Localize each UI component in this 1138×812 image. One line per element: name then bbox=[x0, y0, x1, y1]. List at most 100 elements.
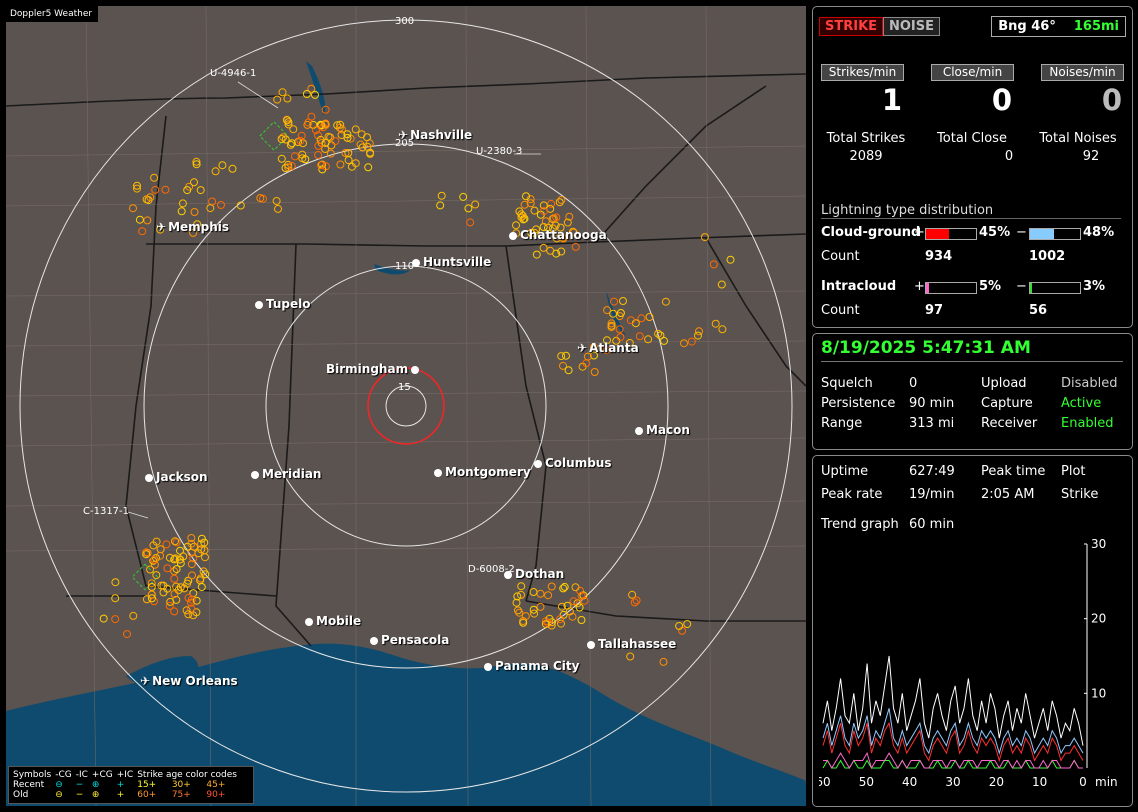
legend-col: +CG bbox=[91, 770, 113, 780]
city-jackson[interactable]: Jackson bbox=[145, 470, 208, 484]
city-dothan[interactable]: Dothan bbox=[504, 567, 564, 581]
strike-mark bbox=[142, 595, 151, 604]
strike-mark bbox=[645, 313, 654, 321]
ic-pos-sign: + bbox=[914, 279, 925, 294]
strike-mark bbox=[560, 582, 569, 591]
strike-mark bbox=[357, 130, 366, 139]
trend-panel: Uptime 627:49 Peak time Plot Peak rate 1… bbox=[812, 455, 1133, 807]
strike-mark bbox=[590, 351, 598, 360]
city-new-orleans[interactable]: ✈ New Orleans bbox=[140, 674, 238, 688]
city-panama-city[interactable]: Panama City bbox=[484, 659, 579, 673]
strike-mark bbox=[335, 123, 344, 132]
strike-mark bbox=[147, 579, 156, 588]
peak-time-label: Peak time bbox=[981, 464, 1046, 479]
datetime-readout: 8/19/2025 5:47:31 AM bbox=[821, 338, 1031, 358]
noise-mode-button[interactable]: NOISE bbox=[883, 17, 941, 36]
x-tick-label: 10 bbox=[1032, 775, 1047, 789]
strike-mark bbox=[551, 221, 560, 230]
strike-mark bbox=[675, 622, 684, 630]
strike-mark bbox=[616, 309, 625, 317]
city-mobile[interactable]: Mobile bbox=[305, 614, 361, 628]
map-canvas[interactable] bbox=[6, 6, 806, 806]
cg-neg-pct: 48% bbox=[1083, 225, 1115, 240]
strike-mark bbox=[520, 200, 529, 209]
city-huntsville[interactable]: Huntsville bbox=[412, 255, 491, 269]
strike-mark bbox=[515, 608, 524, 617]
range-rings bbox=[19, 19, 793, 793]
city-meridian[interactable]: Meridian bbox=[251, 467, 321, 481]
strike-mark bbox=[559, 584, 568, 593]
strike-mark bbox=[466, 218, 475, 227]
strike-mark bbox=[161, 185, 170, 194]
strike-mark bbox=[317, 161, 325, 170]
cg-count-label: Count bbox=[821, 249, 860, 264]
strike-mark bbox=[568, 227, 577, 236]
strike-mark bbox=[557, 196, 566, 204]
strike-mark bbox=[544, 591, 553, 600]
strike-mark bbox=[626, 316, 635, 325]
strike-mark bbox=[343, 130, 352, 139]
city-atlanta[interactable]: ✈ Atlanta bbox=[577, 341, 639, 355]
city-columbus[interactable]: Columbus bbox=[534, 456, 612, 470]
strike-mark bbox=[546, 246, 555, 255]
strike-mark bbox=[565, 607, 574, 616]
strike-mark bbox=[277, 154, 286, 163]
cg-pos-fill bbox=[926, 229, 949, 239]
strike-mark bbox=[366, 149, 375, 158]
plot-value[interactable]: Strike bbox=[1061, 487, 1099, 502]
city-dot-icon bbox=[504, 570, 512, 579]
strike-mark bbox=[190, 208, 199, 216]
cloud-ground-label: Cloud-ground bbox=[821, 225, 921, 240]
city-tallahassee[interactable]: Tallahassee bbox=[587, 637, 676, 651]
strike-mark bbox=[527, 228, 536, 237]
strike-mark bbox=[312, 126, 320, 135]
strike-mark bbox=[170, 590, 179, 598]
strike-mode-button[interactable]: STRIKE bbox=[819, 17, 884, 36]
city-tupelo[interactable]: Tupelo bbox=[255, 297, 311, 311]
legend-col: -IC bbox=[75, 770, 88, 780]
strike-mark bbox=[541, 620, 550, 629]
ring-label-110: 110 bbox=[395, 261, 415, 272]
city-birmingham[interactable]: Birmingham bbox=[326, 362, 422, 376]
trend-graph-label: Trend graph bbox=[821, 517, 899, 532]
strike-mark bbox=[279, 133, 288, 142]
strike-mark bbox=[184, 610, 193, 619]
strike-mark bbox=[190, 178, 198, 187]
strike-mark bbox=[519, 215, 528, 224]
strike-mark bbox=[171, 554, 180, 563]
strike-mark bbox=[201, 570, 210, 579]
squelch-value: 0 bbox=[909, 376, 918, 391]
strike-mark bbox=[218, 161, 227, 170]
city-nashville[interactable]: ✈ Nashville bbox=[398, 128, 473, 142]
strike-mark bbox=[471, 200, 480, 209]
strike-mark bbox=[556, 615, 564, 624]
city-montgomery[interactable]: Montgomery bbox=[434, 465, 531, 479]
trend-graph-value[interactable]: 60 min bbox=[909, 517, 955, 532]
city-pensacola[interactable]: Pensacola bbox=[370, 633, 449, 647]
strike-mark bbox=[552, 213, 561, 222]
strike-mark bbox=[170, 567, 179, 576]
guntersville-lake bbox=[374, 264, 410, 275]
y-tick-label: 30 bbox=[1091, 537, 1106, 551]
strike-mark bbox=[303, 120, 312, 129]
uptime-label: Uptime bbox=[821, 464, 869, 479]
strike-mark bbox=[318, 165, 327, 174]
strike-mark bbox=[512, 598, 521, 607]
pos-ic-recent-icon: + bbox=[116, 780, 125, 790]
city-macon[interactable]: Macon bbox=[635, 423, 690, 437]
strike-mark bbox=[536, 602, 545, 611]
lightning-map[interactable]: Doppler5 Weather 300 205 110 15 U-4946-1… bbox=[6, 6, 806, 806]
strike-mark bbox=[603, 306, 612, 315]
strike-mark bbox=[726, 255, 735, 264]
city-memphis[interactable]: ✈ Memphis bbox=[156, 220, 230, 234]
strike-mark bbox=[180, 584, 189, 593]
sensor-label: U-2380-3 bbox=[476, 146, 523, 157]
strike-mark bbox=[590, 368, 599, 376]
strike-mark bbox=[569, 597, 578, 606]
strike-mark bbox=[324, 132, 333, 141]
state-borders bbox=[6, 73, 806, 647]
strike-mark bbox=[307, 112, 316, 121]
strike-mark bbox=[351, 125, 360, 134]
strike-mark bbox=[183, 186, 192, 195]
city-chattanooga[interactable]: Chattanooga bbox=[509, 228, 607, 242]
